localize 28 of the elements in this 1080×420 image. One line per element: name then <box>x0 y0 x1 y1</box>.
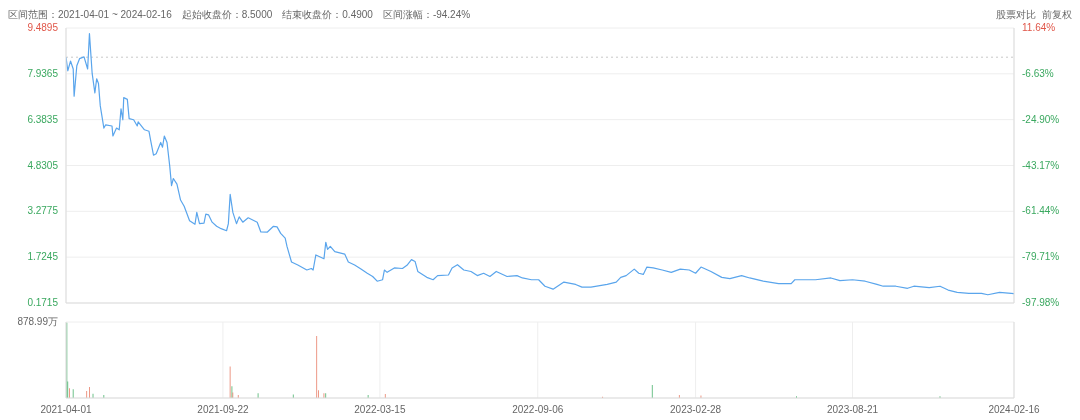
y-tick-label: 9.4895 <box>27 22 59 33</box>
x-tick-label: 2021-04-01 <box>40 404 93 416</box>
text: 前复权 <box>1042 8 1072 22</box>
y2-tick-label: -97.98% <box>1022 297 1060 308</box>
y2-tick-label: -43.17% <box>1022 159 1060 171</box>
text: 结束收盘价：0.4900 <box>282 8 373 22</box>
y-tick-label: 7.9365 <box>27 67 59 79</box>
text: 区间涨幅：-94.24% <box>382 8 471 22</box>
x-tick-label: 2021-09-22 <box>197 404 249 416</box>
text: 区间范围：2021-04-01 ~ 2024-02-16 <box>8 8 172 22</box>
y2-tick-label: -79.71% <box>1022 251 1060 263</box>
y2-tick-label: -6.63% <box>1022 67 1054 79</box>
x-tick-label: 2022-03-15 <box>354 404 406 416</box>
x-tick-label: 2024-02-16 <box>988 404 1041 416</box>
text: 起始收盘价：8.5000 <box>181 8 273 22</box>
x-tick-label: 2023-08-21 <box>826 404 879 416</box>
x-tick-label: 2023-02-28 <box>670 404 722 416</box>
y2-tick-label: -61.44% <box>1022 205 1060 217</box>
x-tick-label: 2022-09-06 <box>512 404 564 416</box>
y2-tick-label: -24.90% <box>1022 113 1060 125</box>
y-tick-label: 4.8305 <box>27 159 59 171</box>
y-tick-label: 878.99万 <box>17 316 58 327</box>
y-tick-label: 3.2775 <box>27 205 59 217</box>
y-tick-label: 0.1715 <box>27 297 59 308</box>
y-tick-label: 6.3835 <box>27 113 59 125</box>
text: 股票对比 <box>996 8 1036 22</box>
y-tick-label: 1.7245 <box>27 251 59 263</box>
y2-tick-label: 11.64% <box>1022 22 1056 33</box>
